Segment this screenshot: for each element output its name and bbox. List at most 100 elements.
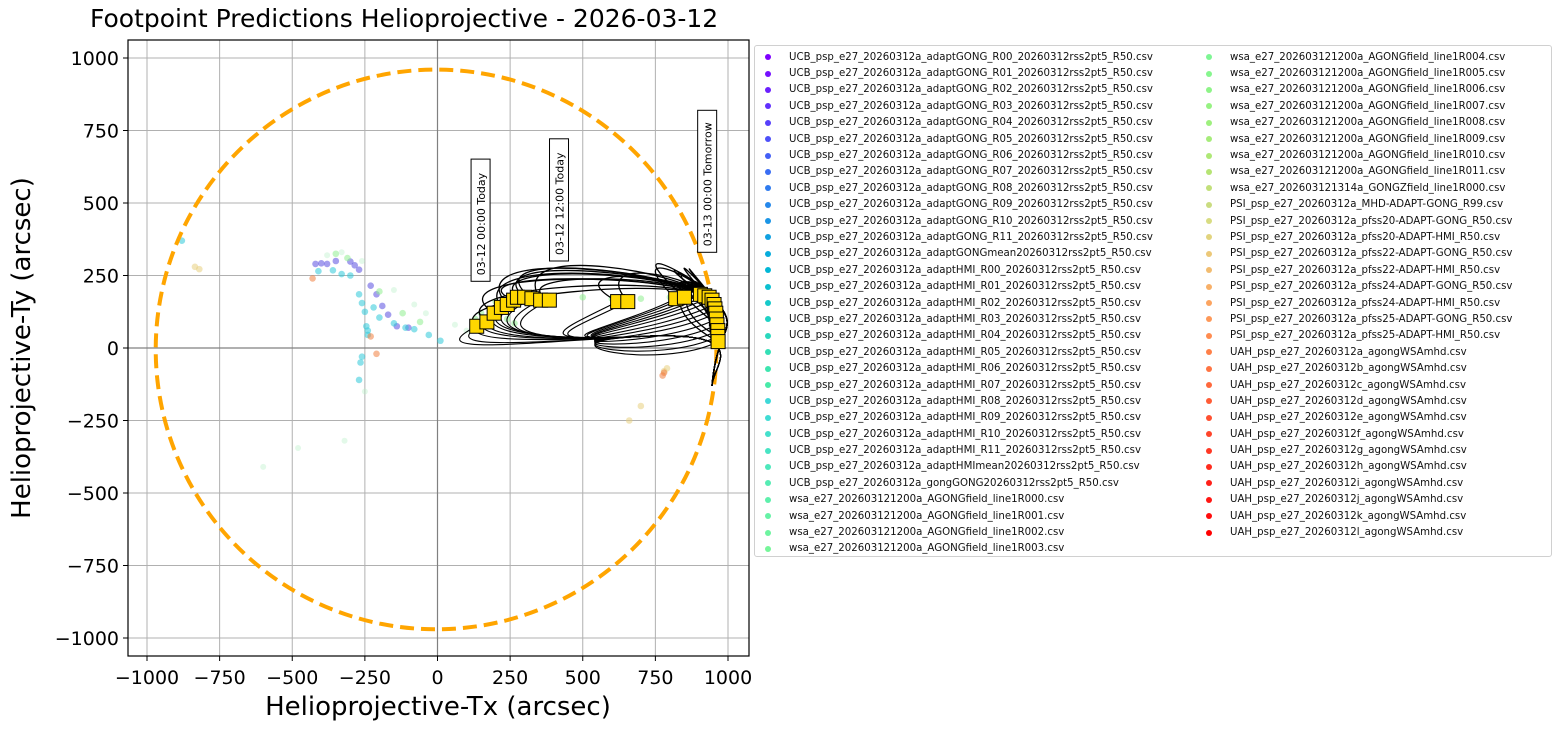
legend-marker-icon [1206, 267, 1212, 274]
legend-marker-icon [1206, 480, 1212, 487]
legend-label: UCB_psp_e27_20260312a_adaptHMI_R05_20260… [789, 346, 1141, 358]
footpoint-dot [357, 359, 364, 366]
footpoint-dot [347, 272, 354, 279]
time-annotations: 03-12 00:00 Today 03-12 12:00 Today 03-13 … [470, 109, 718, 282]
legend-marker-icon [765, 463, 771, 470]
legend-marker-icon [1206, 168, 1212, 175]
footpoint-dot [451, 321, 458, 328]
y-tick-label: −1000 [55, 628, 119, 650]
legend-marker-icon [1206, 496, 1212, 503]
legend-label: PSI_psp_e27_20260312a_pfss25-ADAPT-HMI_R… [1230, 330, 1501, 342]
footpoint-dot [637, 295, 645, 303]
legend-marker-icon [1206, 234, 1212, 241]
legend-item: UCB_psp_e27_20260312a_adaptGONG_R04_2026… [755, 115, 1153, 131]
x-tick-label: 500 [565, 667, 601, 689]
legend-marker-icon [765, 365, 771, 372]
legend-item: PSI_psp_e27_20260312a_MHD-ADAPT-GONG_R99… [1196, 197, 1512, 213]
footpoint-dot [579, 293, 587, 301]
legend-label: UCB_psp_e27_20260312a_adaptHMI_R03_20260… [789, 313, 1141, 325]
legend-item: UCB_psp_e27_20260312a_adaptGONG_R07_2026… [755, 164, 1153, 180]
legend-item: wsa_e27_202603121200a_AGONGfield_line1R0… [1196, 147, 1512, 163]
legend-marker-icon [765, 529, 771, 536]
legend-label: UCB_psp_e27_20260312a_gongGONG20260312rs… [789, 477, 1119, 489]
legend-item: UAH_psp_e27_20260312l_agongWSAmhd.csv [1196, 524, 1512, 540]
legend-item: PSI_psp_e27_20260312a_pfss25-ADAPT-HMI_R… [1196, 328, 1512, 344]
annotation-text: 03-12 00:00 Today [475, 172, 488, 275]
legend-item: wsa_e27_202603121200a_AGONGfield_line1R0… [755, 524, 1153, 540]
legend-marker-icon [765, 545, 771, 552]
x-axis-label: Helioprojective-Tx (arcsec) [265, 692, 611, 722]
legend-marker-icon [1206, 86, 1212, 93]
solar-limb-circle [153, 67, 719, 632]
legend-label: UAH_psp_e27_20260312h_agongWSAmhd.csv [1230, 461, 1467, 473]
legend-marker-icon [1206, 529, 1212, 536]
footpoint-dot [361, 388, 368, 395]
legend-label: UCB_psp_e27_20260312a_adaptHMI_R01_20260… [789, 281, 1141, 293]
spacecraft-marker [676, 289, 692, 305]
legend-item: wsa_e27_202603121200a_AGONGfield_line1R0… [755, 492, 1153, 508]
legend-label: wsa_e27_202603121200a_AGONGfield_line1R0… [1230, 100, 1506, 112]
legend-item: UCB_psp_e27_20260312a_adaptHMI_R06_20260… [755, 360, 1153, 376]
footpoint-dot [324, 252, 331, 259]
footpoint-dot [329, 266, 337, 274]
footpoint-dot [358, 353, 366, 361]
footpoint-dot [318, 260, 325, 267]
legend-label: UCB_psp_e27_20260312a_adaptHMI_R08_20260… [789, 395, 1141, 407]
legend-item: UCB_psp_e27_20260312a_adaptHMI_R02_20260… [755, 295, 1153, 311]
footpoint-dot [323, 260, 331, 268]
legend-item: UAH_psp_e27_20260312j_agongWSAmhd.csv [1196, 492, 1512, 508]
legend-label: UCB_psp_e27_20260312a_adaptGONG_R00_2026… [789, 51, 1153, 63]
legend-label: PSI_psp_e27_20260312a_pfss22-ADAPT-GONG_… [1230, 248, 1513, 260]
legend-label: UAH_psp_e27_20260312c_agongWSAmhd.csv [1230, 379, 1466, 391]
legend-marker-icon [765, 431, 771, 438]
legend-item: wsa_e27_202603121200a_AGONGfield_line1R0… [755, 541, 1153, 557]
legend-item: UAH_psp_e27_20260312g_agongWSAmhd.csv [1196, 442, 1512, 458]
legend-item: UCB_psp_e27_20260312a_adaptGONG_R11_2026… [755, 229, 1153, 245]
legend-item: PSI_psp_e27_20260312a_pfss22-ADAPT-HMI_R… [1196, 262, 1512, 278]
footpoint-dot [384, 311, 392, 318]
legend-label: wsa_e27_202603121200a_AGONGfield_line1R0… [1230, 68, 1506, 80]
footpoint-dot [637, 402, 645, 410]
legend-marker-icon [765, 398, 771, 405]
x-tick-label: 250 [492, 667, 528, 689]
footpoint-dot [376, 288, 383, 295]
footpoint-dot [295, 445, 302, 452]
legend-marker-icon [1206, 218, 1212, 225]
legend-marker-icon [1206, 103, 1212, 110]
legend-label: UCB_psp_e27_20260312a_adaptHMI_R11_20260… [789, 445, 1141, 457]
legend-marker-icon [1206, 447, 1212, 454]
legend-label: wsa_e27_202603121200a_AGONGfield_line1R0… [789, 543, 1065, 555]
footpoint-dot [659, 372, 666, 379]
x-tick-label: −750 [194, 667, 246, 689]
legend-item: UCB_psp_e27_20260312a_adaptHMI_R11_20260… [755, 442, 1153, 458]
annotation-box [549, 138, 570, 262]
legend-marker-icon [765, 283, 771, 290]
legend-marker-icon [765, 447, 771, 454]
legend-marker-icon [1206, 316, 1212, 323]
legend-label: UCB_psp_e27_20260312a_adaptHMI_R09_20260… [789, 412, 1141, 424]
legend-marker-icon [765, 201, 771, 208]
x-tick-label: −250 [339, 667, 391, 689]
legend-marker-icon [765, 513, 771, 520]
field-lines [459, 263, 728, 386]
legend-item: UAH_psp_e27_20260312f_agongWSAmhd.csv [1196, 426, 1512, 442]
legend-label: UCB_psp_e27_20260312a_adaptGONG_R06_2026… [789, 150, 1153, 162]
legend-label: UCB_psp_e27_20260312a_adaptGONG_R04_2026… [789, 117, 1153, 129]
footpoint-dot [463, 327, 470, 334]
legend-item: UCB_psp_e27_20260312a_adaptHMI_R08_20260… [755, 393, 1153, 409]
y-tick-label: −250 [67, 411, 119, 433]
legend-label: UCB_psp_e27_20260312a_adaptGONG_R09_2026… [789, 199, 1153, 211]
footpoint-dot [361, 308, 369, 316]
footpoint-dot [338, 249, 345, 256]
legend-item: UCB_psp_e27_20260312a_adaptGONG_R01_2026… [755, 65, 1153, 81]
footpoint-dot [344, 254, 351, 262]
legend-label: UCB_psp_e27_20260312a_adaptGONG_R05_2026… [789, 133, 1153, 145]
footpoint-dot [425, 331, 433, 339]
legend-item: PSI_psp_e27_20260312a_pfss22-ADAPT-GONG_… [1196, 246, 1512, 262]
annotation: 03-12 00:00 Today [470, 158, 491, 282]
legend-marker-icon [765, 103, 771, 110]
legend-marker-icon [765, 168, 771, 175]
legend-item: wsa_e27_202603121200a_AGONGfield_line1R0… [1196, 115, 1512, 131]
legend-marker-icon [1206, 431, 1212, 438]
legend-label: PSI_psp_e27_20260312a_pfss24-ADAPT-GONG_… [1230, 281, 1513, 293]
